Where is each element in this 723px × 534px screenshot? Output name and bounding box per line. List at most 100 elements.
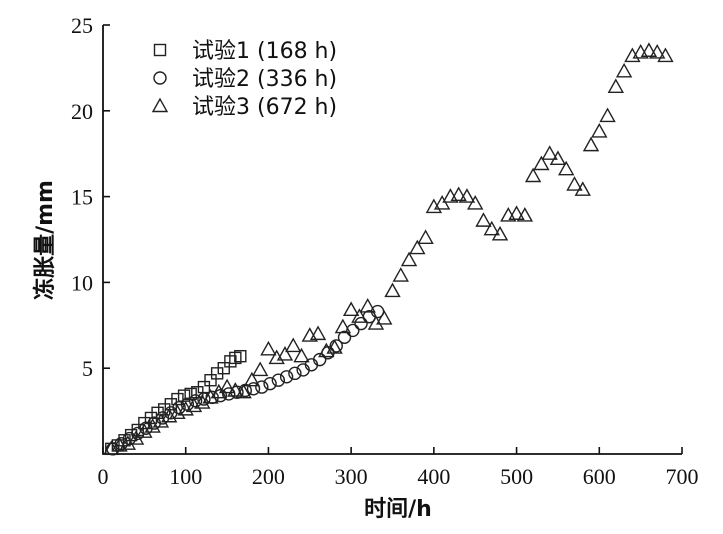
triangle-data-point (524, 167, 542, 183)
square-data-point (234, 349, 247, 363)
triangle-data-point (508, 205, 525, 220)
circle-data-point (354, 316, 368, 331)
legend-item: 试验1 (168 h) (153, 39, 337, 64)
y-axis-label: 冻胀量/mm (32, 180, 58, 300)
triangle-data-point (243, 371, 261, 387)
triangle-data-point (475, 212, 492, 227)
x-tick-label: 0 (98, 464, 109, 489)
triangle-data-point (574, 181, 591, 196)
x-tick-label: 300 (335, 464, 368, 489)
circle-data-point (255, 380, 269, 394)
triangle-data-point (194, 394, 211, 409)
triangle-data-point (210, 383, 227, 399)
y-tick-label: 15 (71, 185, 93, 210)
legend: 试验1 (168 h) 试验2 (336 h) 试验3 (672 h) (151, 39, 337, 120)
circle-data-point (329, 339, 343, 353)
triangle-data-point (276, 346, 294, 361)
triangle-data-point (533, 155, 550, 171)
x-tick-label: 700 (666, 464, 699, 489)
data-points (103, 42, 674, 456)
triangle-data-point (392, 267, 409, 282)
legend-label: 试验1 (168 h) (192, 39, 337, 64)
x-tick-label: 100 (169, 464, 202, 489)
triangle-data-point (566, 176, 583, 191)
circle-data-point (337, 330, 352, 345)
x-tick-label: 500 (500, 464, 533, 489)
triangle-data-point (450, 186, 467, 202)
triangle-data-point (640, 42, 658, 57)
x-axis-ticks: 0 100 200 300 400 500 600 700 (98, 447, 699, 489)
legend-square-marker (153, 43, 167, 57)
x-tick-label: 600 (583, 464, 616, 489)
legend-circle-marker (153, 71, 167, 85)
series-triangle (103, 42, 674, 456)
triangle-data-point (648, 44, 666, 59)
circle-data-point (279, 370, 294, 384)
triangle-data-point (607, 78, 625, 93)
triangle-data-point (491, 225, 509, 241)
x-axis-label: 时间/h (364, 497, 432, 522)
triangle-data-point (351, 308, 368, 323)
y-tick-label: 20 (71, 99, 93, 124)
triangle-data-point (359, 297, 376, 313)
circle-data-point (246, 382, 261, 396)
triangle-data-point (409, 239, 426, 255)
x-tick-label: 200 (252, 464, 285, 489)
triangle-data-point (376, 310, 393, 325)
triangle-data-point (309, 325, 327, 341)
triangle-data-point (144, 418, 161, 433)
triangle-data-point (615, 62, 633, 78)
triangle-data-point (235, 383, 252, 399)
triangle-data-point (458, 188, 476, 203)
triangle-data-point (227, 382, 244, 397)
y-tick-label: 10 (71, 270, 93, 295)
triangle-data-point (591, 122, 608, 138)
legend-triangle-marker (151, 97, 169, 113)
triangle-data-point (417, 229, 434, 244)
triangle-data-point (119, 435, 137, 450)
triangle-data-point (483, 220, 500, 236)
triangle-data-point (516, 207, 534, 222)
square-data-point (177, 389, 191, 402)
circle-data-point (271, 373, 286, 387)
triangle-data-point (218, 378, 236, 394)
circle-data-point (346, 323, 360, 338)
legend-label: 试验3 (672 h) (192, 95, 337, 120)
square-data-point (217, 362, 230, 375)
triangle-data-point (582, 136, 600, 152)
triangle-data-point (549, 150, 567, 166)
triangle-data-point (467, 195, 484, 210)
circle-data-point (263, 376, 277, 391)
triangle-data-point (558, 160, 575, 176)
triangle-data-point (384, 282, 401, 298)
legend-item: 试验3 (672 h) (151, 95, 337, 120)
triangle-data-point (260, 340, 277, 356)
triangle-data-point (599, 107, 616, 123)
circle-data-point (197, 392, 211, 406)
square-data-point (204, 374, 217, 387)
y-tick-label: 5 (82, 356, 93, 381)
circle-data-point (288, 366, 302, 381)
x-tick-label: 400 (417, 464, 450, 489)
circle-data-point (213, 388, 228, 403)
circle-data-point (313, 352, 327, 367)
legend-item: 试验2 (336 h) (153, 67, 337, 92)
triangle-data-point (251, 361, 269, 377)
legend-label: 试验2 (336 h) (192, 67, 337, 92)
triangle-data-point (400, 251, 418, 267)
triangle-data-point (326, 339, 343, 354)
triangle-data-point (136, 423, 153, 438)
y-axis-ticks: 5 10 15 20 25 (71, 13, 110, 381)
triangle-data-point (285, 337, 302, 353)
triangle-data-point (541, 145, 558, 160)
y-tick-label: 25 (71, 13, 93, 38)
triangle-data-point (293, 347, 310, 363)
triangle-data-point (334, 318, 352, 334)
triangle-data-point (342, 301, 360, 317)
triangle-data-point (367, 315, 385, 330)
triangle-data-point (657, 47, 674, 63)
triangle-data-point (152, 412, 170, 428)
triangle-data-point (202, 388, 219, 404)
circle-data-point (222, 387, 236, 401)
